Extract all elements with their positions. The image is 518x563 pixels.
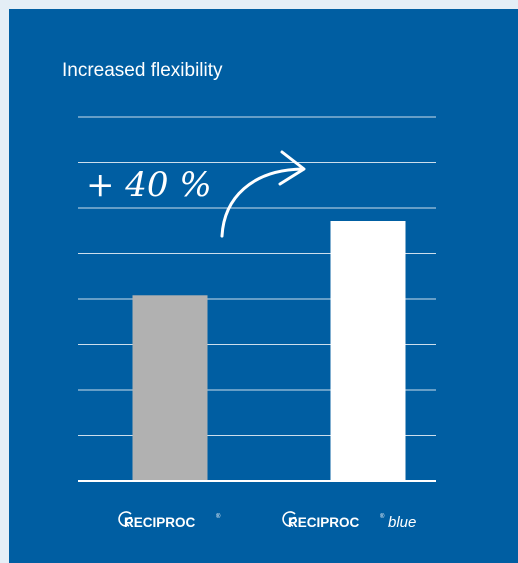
chart-panel <box>9 9 518 563</box>
brand-name-reciproc: RECIPROC <box>124 515 196 530</box>
bar-reciproc <box>132 295 208 481</box>
reciproc-logo-icon <box>282 511 297 527</box>
tick-label-reciproc-blue: RECIPROC ® blue <box>282 511 416 531</box>
registered-mark: ® <box>216 513 221 520</box>
bar-reciproc-blue <box>330 221 406 481</box>
brand-name-reciproc-blue: RECIPROC <box>288 515 360 530</box>
increase-annotation: + 40 % <box>86 165 212 205</box>
arrow-icon <box>220 150 306 238</box>
brand-suffix-blue: blue <box>388 514 416 531</box>
tick-label-reciproc: RECIPROC ® <box>118 511 221 530</box>
reciproc-logo-icon <box>118 511 133 527</box>
bars <box>132 221 406 481</box>
registered-mark: ® <box>380 513 385 520</box>
chart-title: Increased flexibility <box>62 60 223 81</box>
